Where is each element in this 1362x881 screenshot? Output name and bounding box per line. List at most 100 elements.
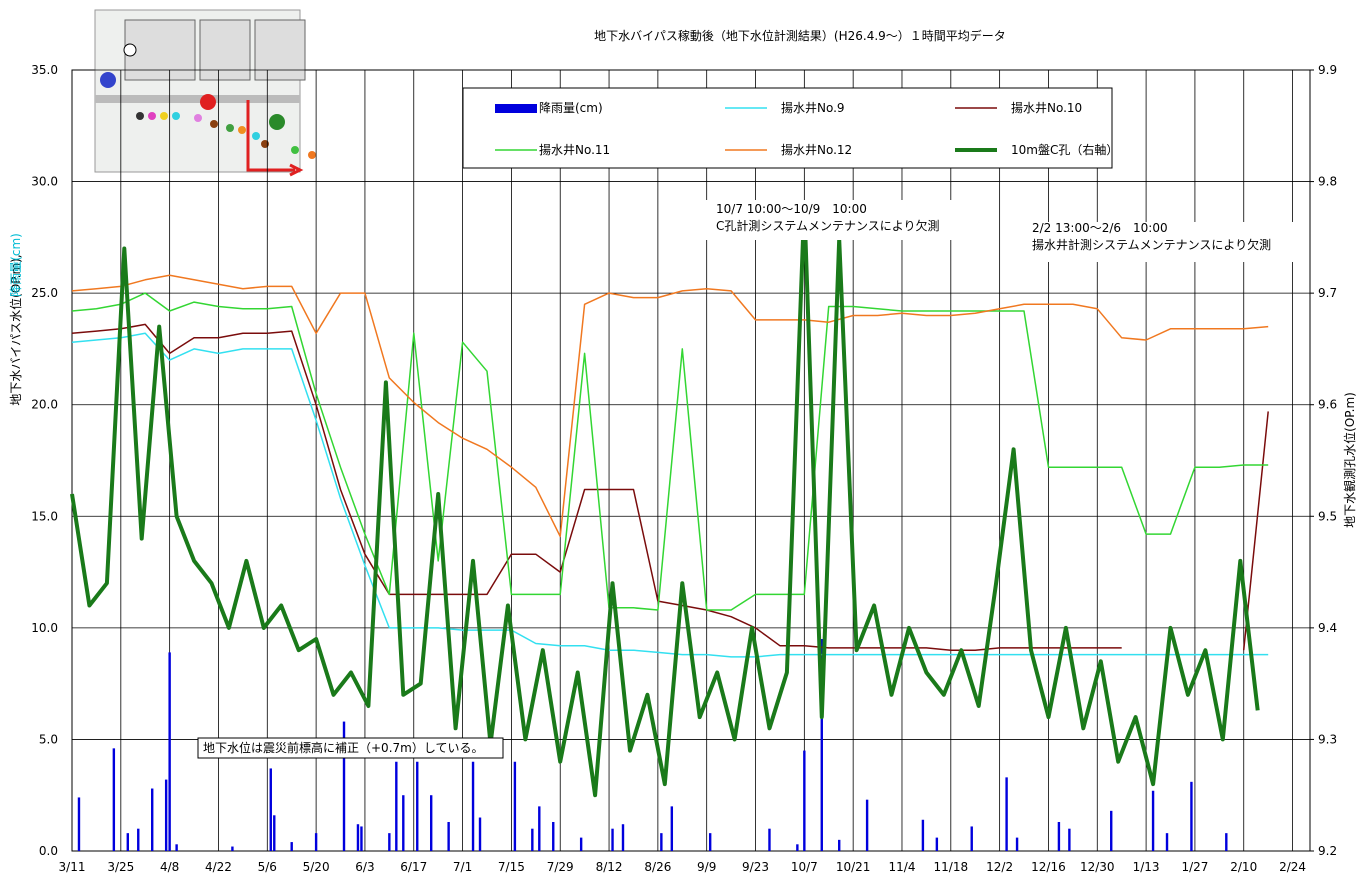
annotation-bg bbox=[1025, 222, 1295, 262]
x-tick-label: 5/6 bbox=[258, 860, 277, 874]
x-tick-label: 10/21 bbox=[836, 860, 871, 874]
rain-bar bbox=[803, 750, 806, 851]
y2-tick-label: 9.7 bbox=[1318, 286, 1337, 300]
legend-label: 揚水井No.11 bbox=[539, 143, 610, 157]
legend-label: 揚水井No.12 bbox=[781, 143, 852, 157]
x-tick-label: 11/4 bbox=[889, 860, 916, 874]
rain-bar bbox=[471, 761, 475, 851]
rain-bar bbox=[416, 761, 419, 851]
rain-bar bbox=[447, 821, 450, 851]
y2-tick-label: 9.3 bbox=[1318, 732, 1337, 746]
rain-bar bbox=[112, 748, 116, 851]
y2-tick-label: 9.6 bbox=[1318, 398, 1337, 412]
rain-bar bbox=[1225, 833, 1228, 851]
plot-frame bbox=[71, 69, 1311, 852]
x-tick-label: 1/13 bbox=[1133, 860, 1160, 874]
rain-bar bbox=[137, 828, 140, 851]
x-tick-label: 12/2 bbox=[986, 860, 1013, 874]
rain-bar bbox=[168, 652, 171, 851]
rain-bar bbox=[611, 828, 614, 851]
rain-bar bbox=[865, 799, 869, 851]
x-tick-label: 7/1 bbox=[453, 860, 472, 874]
rain-bar bbox=[269, 768, 272, 851]
y-tick-label: 0.0 bbox=[39, 844, 58, 858]
x-tick-label: 2/10 bbox=[1230, 860, 1257, 874]
x-tick-label: 8/12 bbox=[596, 860, 623, 874]
x-tick-label: 10/7 bbox=[791, 860, 818, 874]
rain-bar bbox=[478, 817, 482, 851]
y2-axis-label: 地下水観測孔水位(OP.m) bbox=[1342, 392, 1357, 528]
y-tick-label: 5.0 bbox=[39, 732, 58, 746]
y2-tick-label: 9.9 bbox=[1318, 63, 1337, 77]
rain-bar bbox=[175, 844, 178, 851]
rain-bar bbox=[935, 837, 939, 851]
x-tick-label: 1/27 bbox=[1181, 860, 1208, 874]
chart-title: 地下水バイパス稼動後（地下水位計測結果）(H26.4.9～）１時間平均データ bbox=[594, 28, 1006, 43]
x-tick-label: 4/22 bbox=[205, 860, 232, 874]
rain-bar bbox=[1190, 781, 1193, 851]
y2-tick-label: 9.8 bbox=[1318, 175, 1337, 189]
x-tick-label: 6/17 bbox=[400, 860, 427, 874]
y2-tick-label: 9.4 bbox=[1318, 621, 1337, 635]
rain-bar bbox=[621, 824, 625, 851]
rain-bar bbox=[1068, 828, 1071, 851]
annotation: C孔計測システムメンテナンスにより欠測 bbox=[716, 218, 940, 233]
rain-bar bbox=[402, 795, 405, 851]
rain-bar bbox=[1005, 777, 1008, 851]
x-tick-label: 3/11 bbox=[59, 860, 86, 874]
x-tick-label: 5/20 bbox=[303, 860, 330, 874]
rain-bar bbox=[1015, 837, 1019, 851]
rain-bar bbox=[531, 828, 534, 851]
legend bbox=[462, 87, 1113, 169]
rain-bar bbox=[660, 833, 663, 851]
rain-bar bbox=[708, 833, 712, 851]
rain-bar bbox=[164, 779, 168, 851]
note-box bbox=[197, 737, 504, 759]
series-line bbox=[70, 201, 1260, 798]
rain-bar bbox=[1165, 833, 1169, 851]
legend-label: 揚水井No.9 bbox=[781, 101, 845, 115]
rain-bar bbox=[768, 828, 771, 851]
x-tick-label: 4/8 bbox=[160, 860, 179, 874]
y2-tick-label: 9.5 bbox=[1318, 509, 1337, 523]
annotation: 揚水井計測システムメンテナンスにより欠測 bbox=[1032, 237, 1271, 252]
x-tick-label: 7/29 bbox=[547, 860, 574, 874]
rain-bar bbox=[538, 806, 541, 851]
y-tick-label: 10.0 bbox=[31, 621, 58, 635]
plot: 0.0 5.0 10.0 15.0 20.0 25.0 30.0 35.0 9.2 9.3 9.4 9… bbox=[31, 63, 1337, 874]
legend-label: 降雨量(cm) bbox=[539, 101, 603, 115]
y-tick-label: 35.0 bbox=[31, 63, 58, 77]
annotation-bg bbox=[702, 200, 972, 240]
x-tick-label: 9/9 bbox=[697, 860, 716, 874]
rain-bar bbox=[342, 721, 346, 851]
rain-bar bbox=[670, 806, 674, 851]
y-tick-label: 20.0 bbox=[31, 398, 58, 412]
series-line bbox=[71, 274, 1269, 538]
rain-bar bbox=[290, 842, 293, 851]
rain-bar bbox=[1110, 810, 1113, 851]
series-line bbox=[71, 292, 1269, 611]
rain-bar bbox=[395, 761, 398, 851]
rain-bar bbox=[273, 815, 276, 851]
legend-swatch bbox=[495, 104, 537, 113]
y-tick-label: 25.0 bbox=[31, 286, 58, 300]
x-tick-label: 9/23 bbox=[742, 860, 769, 874]
legend-entries: 降雨量(cm) 揚水井No.9 揚水井No.10 揚水井No.11 揚水井No.12 10… bbox=[495, 101, 1118, 157]
legend-label: 揚水井No.10 bbox=[1011, 101, 1082, 115]
rain-bar bbox=[1151, 790, 1155, 851]
rain-bar bbox=[314, 833, 318, 851]
y-axis-label-rain: 降雨量(cm) bbox=[9, 233, 23, 297]
rain-bar bbox=[552, 821, 555, 851]
x-tick-label: 8/26 bbox=[644, 860, 671, 874]
rain-bar bbox=[231, 846, 234, 851]
rain-bar bbox=[388, 833, 391, 851]
rain-bar bbox=[796, 844, 799, 851]
x-tick-label: 12/16 bbox=[1031, 860, 1066, 874]
rain-bar bbox=[1057, 821, 1061, 851]
x-tick-label: 2/24 bbox=[1279, 860, 1306, 874]
rain-bar bbox=[360, 826, 363, 851]
annotation: 10/7 10:00～10/9 10:00 bbox=[716, 202, 867, 216]
rain-bar bbox=[356, 824, 360, 851]
